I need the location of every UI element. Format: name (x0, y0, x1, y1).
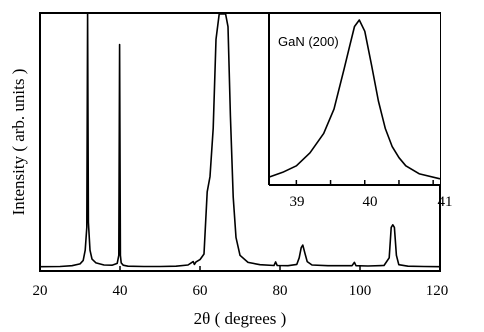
x-tick-label-60: 60 (193, 283, 208, 299)
inset-series-line-0 (268, 19, 441, 180)
main-series-group (39, 13, 441, 268)
inset-x-tick-label-41: 41 (438, 194, 453, 210)
x-tick-label-40: 40 (113, 283, 128, 299)
x-tick-label-80: 80 (273, 283, 288, 299)
inset-background (269, 14, 440, 185)
main-x-ticks (39, 266, 441, 271)
x-tick-label-100: 100 (349, 283, 372, 299)
inset-series-group (268, 19, 441, 180)
y-axis-title: Intensity ( arb. units ) (9, 69, 28, 216)
x-tick-label-20: 20 (33, 283, 48, 299)
x-tick-label-120: 120 (426, 283, 449, 299)
x-axis-title: 2θ ( degrees ) (194, 309, 287, 328)
inset-x-tick-label-40: 40 (363, 194, 378, 210)
inset-x-ticks (295, 180, 434, 185)
main-series-line-0 (39, 13, 441, 268)
inset-x-tick-label-39: 39 (290, 194, 305, 210)
inset-title: GaN (200) (278, 34, 339, 49)
